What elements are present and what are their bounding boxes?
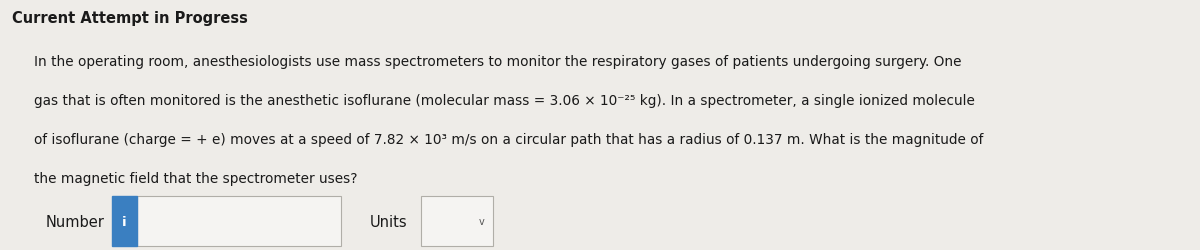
Text: Number: Number <box>46 214 104 229</box>
Text: the magnetic field that the spectrometer uses?: the magnetic field that the spectrometer… <box>34 171 358 185</box>
Text: In the operating room, anesthesiologists use mass spectrometers to monitor the r: In the operating room, anesthesiologists… <box>34 55 961 69</box>
Text: Current Attempt in Progress: Current Attempt in Progress <box>12 11 248 26</box>
Text: Units: Units <box>370 214 407 229</box>
FancyBboxPatch shape <box>421 196 493 246</box>
Text: gas that is often monitored is the anesthetic isoflurane (molecular mass = 3.06 : gas that is often monitored is the anest… <box>34 94 974 108</box>
Text: of isoflurane (charge = + e) moves at a speed of 7.82 × 10³ m/s on a circular pa: of isoflurane (charge = + e) moves at a … <box>34 132 983 146</box>
FancyBboxPatch shape <box>112 196 137 246</box>
FancyBboxPatch shape <box>137 196 341 246</box>
Text: v: v <box>479 216 484 226</box>
Text: i: i <box>122 215 126 228</box>
